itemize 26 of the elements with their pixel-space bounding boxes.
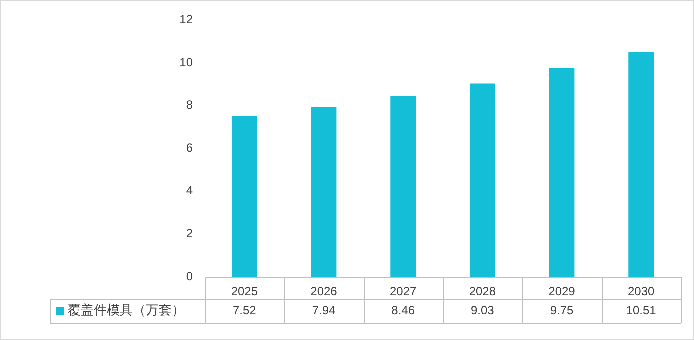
bar	[470, 84, 496, 277]
data-label: 7.52	[232, 303, 257, 318]
legend-label: 覆盖件模具（万套）	[68, 302, 185, 318]
y-tick-label: 8	[186, 98, 194, 112]
data-label: 9.75	[550, 303, 574, 318]
bar	[549, 68, 575, 277]
data-label: 10.51	[626, 303, 657, 318]
data-label: 8.46	[392, 303, 416, 318]
y-tick-label: 6	[186, 140, 194, 155]
data-label: 7.94	[312, 303, 336, 318]
x-tick-label: 2025	[231, 284, 258, 299]
y-tick-label: 2	[186, 226, 194, 241]
y-tick-label: 4	[186, 184, 194, 198]
y-tick-label: 10	[180, 55, 194, 70]
x-tick-label: 2030	[628, 284, 656, 299]
bar	[232, 116, 258, 277]
x-tick-label: 2028	[469, 284, 496, 299]
x-tick-label: 2027	[390, 284, 418, 299]
y-tick-label: 12	[180, 12, 194, 27]
bar	[628, 52, 654, 277]
bar	[311, 107, 337, 277]
x-tick-label: 2026	[310, 284, 338, 299]
bar	[390, 96, 416, 277]
y-tick-label: 0	[186, 269, 194, 284]
x-tick-label: 2029	[548, 284, 576, 299]
data-label: 9.03	[470, 303, 495, 318]
